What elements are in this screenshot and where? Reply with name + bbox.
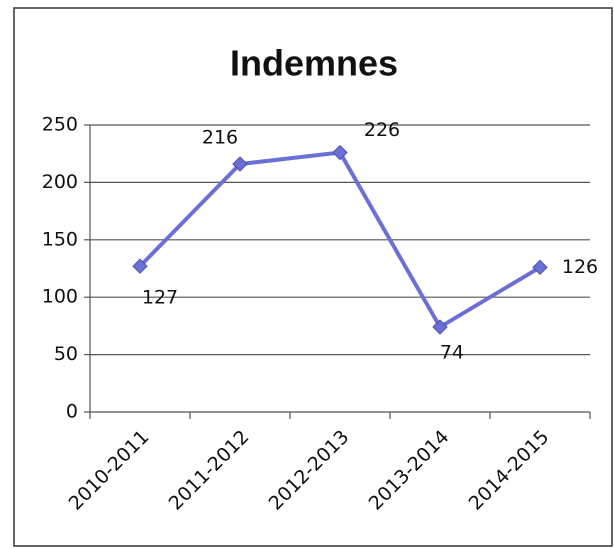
y-tick-label: 150 (42, 228, 78, 250)
data-label: 127 (142, 287, 178, 309)
chart-frame (13, 7, 613, 547)
y-tick-label: 200 (42, 171, 78, 193)
data-marker (532, 259, 548, 276)
data-marker (132, 258, 148, 274)
data-label: 226 (364, 119, 400, 141)
data-marker (232, 156, 248, 172)
data-label: 126 (562, 256, 598, 278)
data-label: 216 (202, 127, 238, 149)
y-tick-label: 100 (42, 286, 78, 308)
data-marker (432, 319, 448, 335)
chart-title: Indemnes (230, 43, 398, 84)
y-tick-label: 50 (54, 343, 78, 365)
y-tick-label: 250 (42, 114, 78, 136)
y-tick-label: 0 (66, 401, 78, 423)
data-marker (332, 144, 348, 161)
data-label: 74 (440, 342, 464, 364)
